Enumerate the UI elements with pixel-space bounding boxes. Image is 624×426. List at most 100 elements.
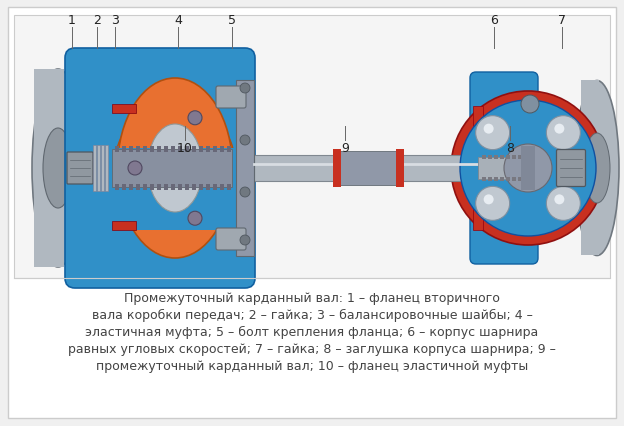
Ellipse shape: [584, 134, 610, 204]
Bar: [185, 184, 189, 190]
Bar: [97, 146, 100, 192]
Text: эластичная муфта; 5 – болт крепления фланца; 6 – корпус шарнира: эластичная муфта; 5 – болт крепления фла…: [85, 325, 539, 338]
Bar: [213, 147, 217, 153]
Text: 1: 1: [68, 14, 76, 27]
Bar: [157, 184, 161, 190]
Ellipse shape: [460, 101, 596, 236]
Bar: [500, 155, 504, 160]
Bar: [112, 105, 136, 114]
Bar: [478, 158, 530, 180]
Ellipse shape: [117, 79, 233, 259]
FancyBboxPatch shape: [470, 73, 538, 265]
Bar: [488, 155, 492, 160]
Circle shape: [521, 96, 539, 114]
Circle shape: [240, 236, 250, 245]
Ellipse shape: [43, 129, 73, 208]
Circle shape: [188, 112, 202, 126]
Bar: [396, 150, 404, 187]
Bar: [494, 155, 498, 160]
Bar: [506, 178, 510, 181]
Bar: [199, 184, 203, 190]
Bar: [14, 16, 610, 278]
Text: 9: 9: [341, 142, 349, 155]
FancyBboxPatch shape: [557, 150, 585, 187]
Bar: [150, 147, 154, 153]
Bar: [185, 147, 189, 153]
Text: промежуточный карданный вал; 10 – фланец эластичной муфты: промежуточный карданный вал; 10 – фланец…: [96, 359, 528, 372]
Bar: [500, 178, 504, 181]
Bar: [178, 184, 182, 190]
Bar: [220, 147, 224, 153]
Bar: [105, 146, 108, 192]
Bar: [506, 155, 510, 160]
Bar: [581, 81, 599, 256]
Text: Промежуточный карданный вал: 1 – фланец вторичного: Промежуточный карданный вал: 1 – фланец …: [124, 291, 500, 304]
Text: равных угловых скоростей; 7 – гайка; 8 – заглушка корпуса шарнира; 9 –: равных угловых скоростей; 7 – гайка; 8 –…: [68, 342, 556, 355]
Bar: [192, 184, 196, 190]
Bar: [122, 147, 126, 153]
Circle shape: [240, 187, 250, 198]
Bar: [136, 147, 140, 153]
Ellipse shape: [451, 92, 605, 245]
Bar: [115, 184, 119, 190]
Bar: [93, 146, 96, 192]
Bar: [143, 147, 147, 153]
Text: 4: 4: [174, 14, 182, 27]
Bar: [192, 147, 196, 153]
Bar: [333, 150, 341, 187]
Text: 6: 6: [490, 14, 498, 27]
Bar: [206, 184, 210, 190]
Bar: [473, 107, 483, 230]
Bar: [164, 184, 168, 190]
Bar: [112, 150, 232, 187]
Bar: [164, 147, 168, 153]
Ellipse shape: [147, 125, 203, 213]
Ellipse shape: [575, 81, 619, 256]
Bar: [488, 178, 492, 181]
Bar: [129, 147, 133, 153]
Bar: [157, 147, 161, 153]
Bar: [206, 147, 210, 153]
FancyBboxPatch shape: [67, 153, 93, 184]
Text: 10: 10: [177, 142, 193, 155]
Circle shape: [504, 145, 552, 193]
Bar: [171, 184, 175, 190]
Ellipse shape: [32, 70, 84, 268]
Bar: [236, 81, 254, 256]
Text: 5: 5: [228, 14, 236, 27]
Bar: [220, 184, 224, 190]
Bar: [101, 146, 104, 192]
Bar: [482, 155, 486, 160]
Bar: [88, 149, 240, 230]
Circle shape: [554, 195, 564, 205]
Bar: [518, 155, 522, 160]
Bar: [227, 147, 231, 153]
Bar: [129, 184, 133, 190]
Circle shape: [554, 124, 564, 134]
Bar: [512, 178, 516, 181]
Bar: [178, 147, 182, 153]
Bar: [524, 178, 528, 181]
Bar: [518, 178, 522, 181]
Bar: [115, 147, 119, 153]
Circle shape: [547, 116, 580, 150]
FancyBboxPatch shape: [8, 8, 616, 418]
FancyBboxPatch shape: [216, 228, 246, 250]
Bar: [227, 184, 231, 190]
Bar: [34, 70, 64, 268]
Bar: [254, 155, 478, 181]
Text: 7: 7: [558, 14, 566, 27]
Circle shape: [188, 212, 202, 226]
Bar: [494, 178, 498, 181]
Bar: [171, 147, 175, 153]
Bar: [122, 184, 126, 190]
Circle shape: [128, 161, 142, 176]
Bar: [150, 184, 154, 190]
FancyBboxPatch shape: [65, 49, 255, 288]
Bar: [112, 222, 136, 230]
Text: 8: 8: [506, 142, 514, 155]
Circle shape: [240, 84, 250, 94]
Circle shape: [475, 187, 510, 221]
Text: 3: 3: [111, 14, 119, 27]
Bar: [213, 184, 217, 190]
